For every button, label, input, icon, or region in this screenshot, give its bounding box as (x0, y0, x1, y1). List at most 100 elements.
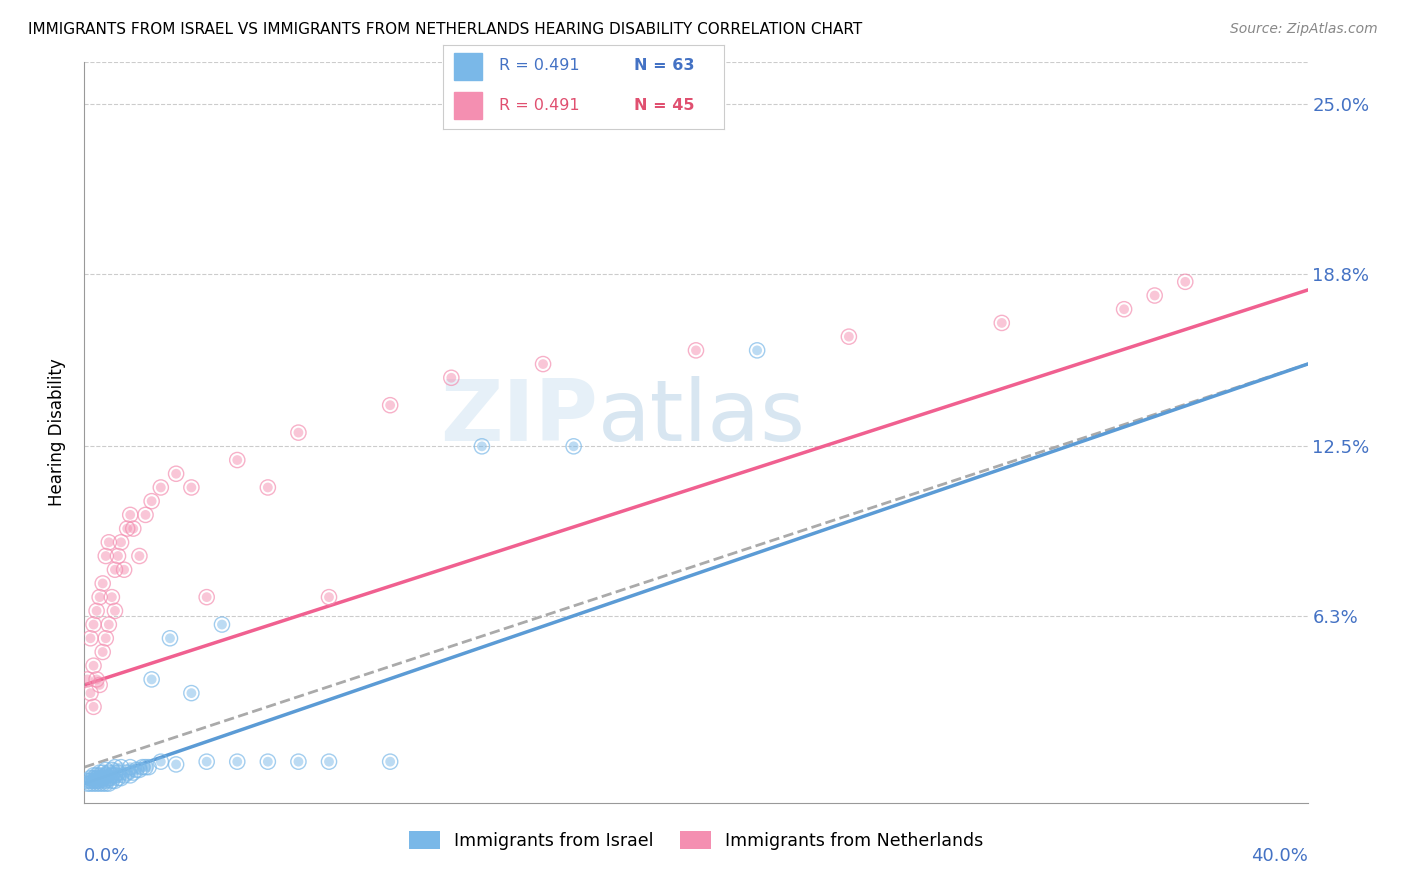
Point (991, 316, 1014, 330)
Point (122, 765, 145, 780)
Point (94, 632, 117, 646)
Point (122, 765, 145, 780)
Point (135, 508, 157, 522)
Point (1174, 275, 1197, 289)
Point (89, 678, 111, 692)
Point (91, 776, 114, 790)
Point (104, 604, 127, 618)
Point (97, 776, 120, 790)
Point (76, 673, 98, 687)
Point (97, 535, 120, 549)
Point (79, 773, 101, 788)
Point (89, 773, 111, 788)
Point (104, 768, 127, 782)
Point (180, 686, 202, 700)
Point (110, 535, 132, 549)
Text: N = 63: N = 63 (634, 58, 695, 73)
Point (149, 755, 172, 769)
Bar (454, 92, 482, 120)
Point (1143, 288, 1166, 302)
Text: N = 45: N = 45 (634, 98, 695, 113)
Point (138, 760, 160, 774)
Point (89, 678, 111, 692)
Point (83, 771, 105, 785)
Point (97, 776, 120, 790)
Point (89, 765, 111, 780)
Point (86, 773, 108, 788)
Point (94, 549, 117, 563)
Point (135, 508, 157, 522)
Point (83, 768, 105, 782)
Point (79, 776, 101, 790)
Point (141, 673, 163, 687)
Point (257, 480, 280, 494)
Point (76, 773, 98, 788)
Point (91, 645, 114, 659)
Point (104, 563, 127, 577)
Point (440, 371, 463, 385)
Point (318, 755, 340, 769)
Point (89, 590, 111, 604)
Point (97, 535, 120, 549)
Point (165, 757, 187, 772)
Point (83, 699, 105, 714)
Point (91, 771, 114, 785)
Point (318, 590, 340, 604)
Point (180, 480, 202, 494)
Point (79, 773, 101, 788)
Point (747, 343, 769, 358)
Point (91, 576, 114, 591)
Point (86, 776, 108, 790)
Bar (454, 54, 482, 80)
Point (79, 771, 101, 785)
Point (94, 768, 117, 782)
Point (86, 768, 108, 782)
Point (110, 760, 132, 774)
Text: Source: ZipAtlas.com: Source: ZipAtlas.com (1230, 22, 1378, 37)
Point (122, 522, 145, 536)
Point (471, 439, 494, 453)
Point (86, 771, 108, 785)
Point (180, 686, 202, 700)
Point (159, 632, 181, 646)
Point (122, 522, 145, 536)
Point (257, 755, 280, 769)
Point (165, 757, 187, 772)
Point (97, 765, 120, 780)
Point (112, 768, 135, 782)
Point (747, 343, 769, 358)
Point (195, 590, 218, 604)
Point (86, 773, 108, 788)
Point (83, 699, 105, 714)
Point (104, 773, 127, 788)
Point (115, 765, 138, 780)
Point (104, 773, 127, 788)
Point (89, 776, 111, 790)
Point (101, 763, 124, 777)
Point (110, 771, 132, 785)
Point (104, 760, 127, 774)
Point (94, 763, 117, 777)
Point (89, 768, 111, 782)
Point (91, 765, 114, 780)
Point (107, 549, 129, 563)
Point (97, 765, 120, 780)
Point (83, 658, 105, 673)
Point (101, 773, 124, 788)
Point (562, 439, 585, 453)
Point (838, 329, 860, 343)
Point (195, 755, 218, 769)
Point (83, 773, 105, 788)
Point (101, 768, 124, 782)
Point (89, 765, 111, 780)
Point (138, 760, 160, 774)
Point (135, 760, 157, 774)
Point (79, 686, 101, 700)
Point (380, 398, 402, 412)
Point (91, 645, 114, 659)
Point (94, 773, 117, 788)
Point (128, 763, 150, 777)
Point (135, 760, 157, 774)
Point (112, 768, 135, 782)
Point (125, 763, 148, 777)
